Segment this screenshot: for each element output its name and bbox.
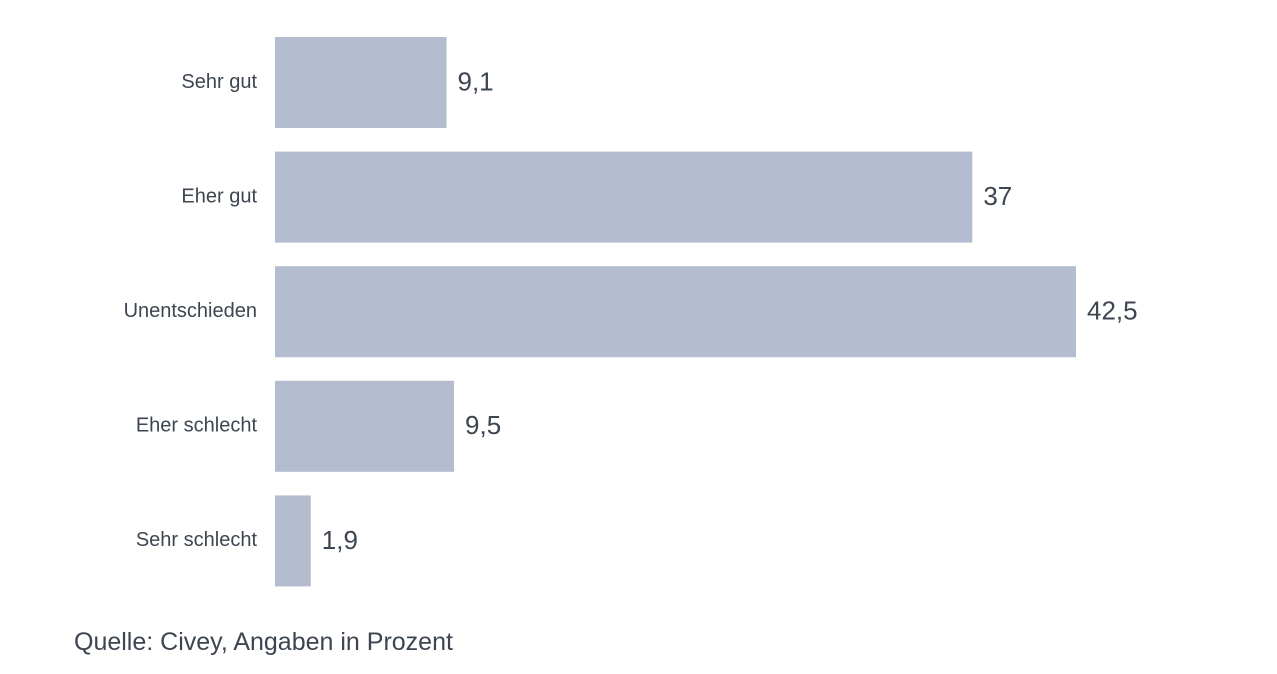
bar-2 xyxy=(275,266,1076,358)
category-labels-group: Sehr gut Eher gut Unentschieden Eher schlec… xyxy=(124,71,258,551)
category-label-1: Eher gut xyxy=(181,185,257,207)
bar-0 xyxy=(275,37,447,128)
value-label-1: 37 xyxy=(983,181,1012,211)
value-label-4: 1,9 xyxy=(322,525,358,555)
bar-4 xyxy=(275,495,311,587)
value-label-3: 9,5 xyxy=(465,410,501,440)
category-label-0: Sehr gut xyxy=(181,71,257,93)
value-labels-group: 9,1 37 42,5 9,5 1,9 xyxy=(322,66,1138,554)
value-label-0: 9,1 xyxy=(458,66,494,96)
category-label-2: Unentschieden xyxy=(124,300,257,322)
source-note: Quelle: Civey, Angaben in Prozent xyxy=(74,628,453,656)
bar-1 xyxy=(275,151,973,243)
category-label-3: Eher schlecht xyxy=(136,415,258,437)
category-label-4: Sehr schlecht xyxy=(136,529,258,551)
bars-group xyxy=(275,37,1076,587)
bar-3 xyxy=(275,380,455,472)
value-label-2: 42,5 xyxy=(1087,296,1138,326)
